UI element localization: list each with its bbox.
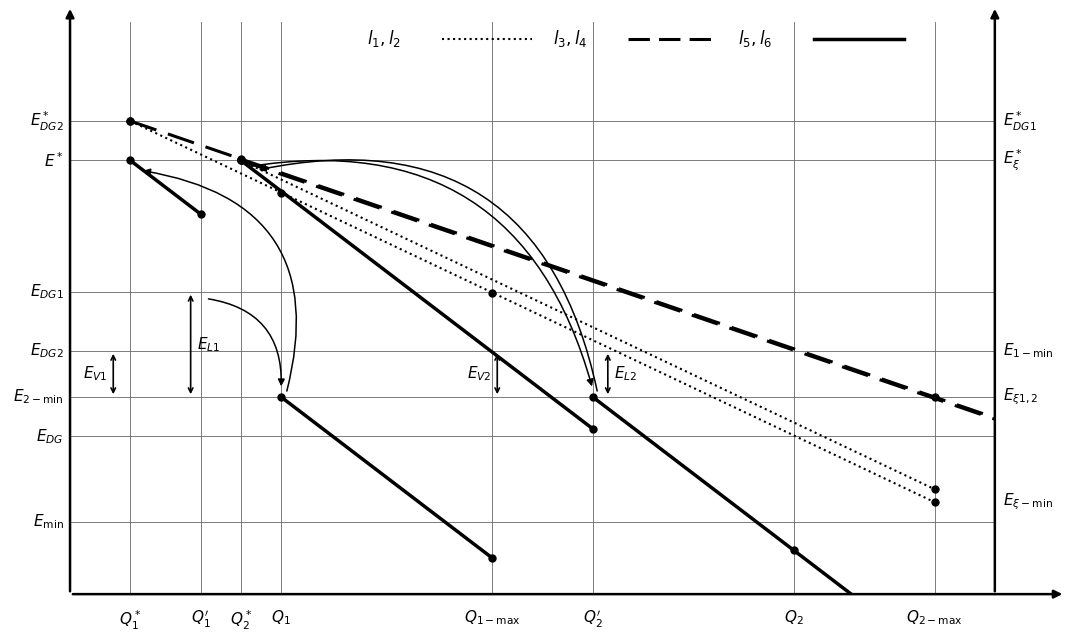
Text: $Q_2'$: $Q_2'$ — [583, 609, 603, 629]
Text: $E_{DG}$: $E_{DG}$ — [36, 427, 64, 446]
Text: $Q_1^*$: $Q_1^*$ — [119, 609, 142, 632]
Text: $l_3, l_4$: $l_3, l_4$ — [553, 28, 587, 49]
Text: $Q_2^*$: $Q_2^*$ — [230, 609, 252, 632]
Text: $E_{2-\mathrm{min}}$: $E_{2-\mathrm{min}}$ — [13, 387, 64, 406]
Text: $l_5, l_6$: $l_5, l_6$ — [738, 28, 773, 49]
Text: $E_{DG1}^*$: $E_{DG1}^*$ — [1003, 109, 1037, 133]
Text: $Q_1$: $Q_1$ — [271, 609, 291, 628]
Text: $E_{DG2}$: $E_{DG2}$ — [30, 342, 64, 360]
Text: $E_{L1}$: $E_{L1}$ — [196, 335, 220, 354]
Text: $E_{V1}$: $E_{V1}$ — [83, 365, 107, 384]
Text: $Q_{1-\mathrm{max}}$: $Q_{1-\mathrm{max}}$ — [464, 609, 520, 628]
Text: $Q_1'$: $Q_1'$ — [191, 609, 210, 629]
Text: $E_{\xi}^*$: $E_{\xi}^*$ — [1003, 148, 1023, 173]
Text: $Q_{2-\mathrm{max}}$: $Q_{2-\mathrm{max}}$ — [906, 609, 962, 628]
Text: $E_{\xi 1,2}$: $E_{\xi 1,2}$ — [1003, 387, 1039, 407]
Text: $E_{\xi-\mathrm{min}}$: $E_{\xi-\mathrm{min}}$ — [1003, 492, 1053, 513]
Text: $Q_2$: $Q_2$ — [784, 609, 804, 628]
Text: $E_{V2}$: $E_{V2}$ — [467, 365, 491, 384]
Text: $E_{DG2}^*$: $E_{DG2}^*$ — [30, 109, 64, 133]
Text: $E_{L2}$: $E_{L2}$ — [614, 365, 637, 384]
Text: $E_{1-\mathrm{min}}$: $E_{1-\mathrm{min}}$ — [1003, 342, 1054, 360]
Text: $E^*$: $E^*$ — [44, 151, 64, 170]
Text: $E_{\mathrm{min}}$: $E_{\mathrm{min}}$ — [33, 513, 64, 532]
Text: $l_1, l_2$: $l_1, l_2$ — [367, 28, 400, 49]
Text: $E_{DG1}$: $E_{DG1}$ — [30, 283, 64, 301]
